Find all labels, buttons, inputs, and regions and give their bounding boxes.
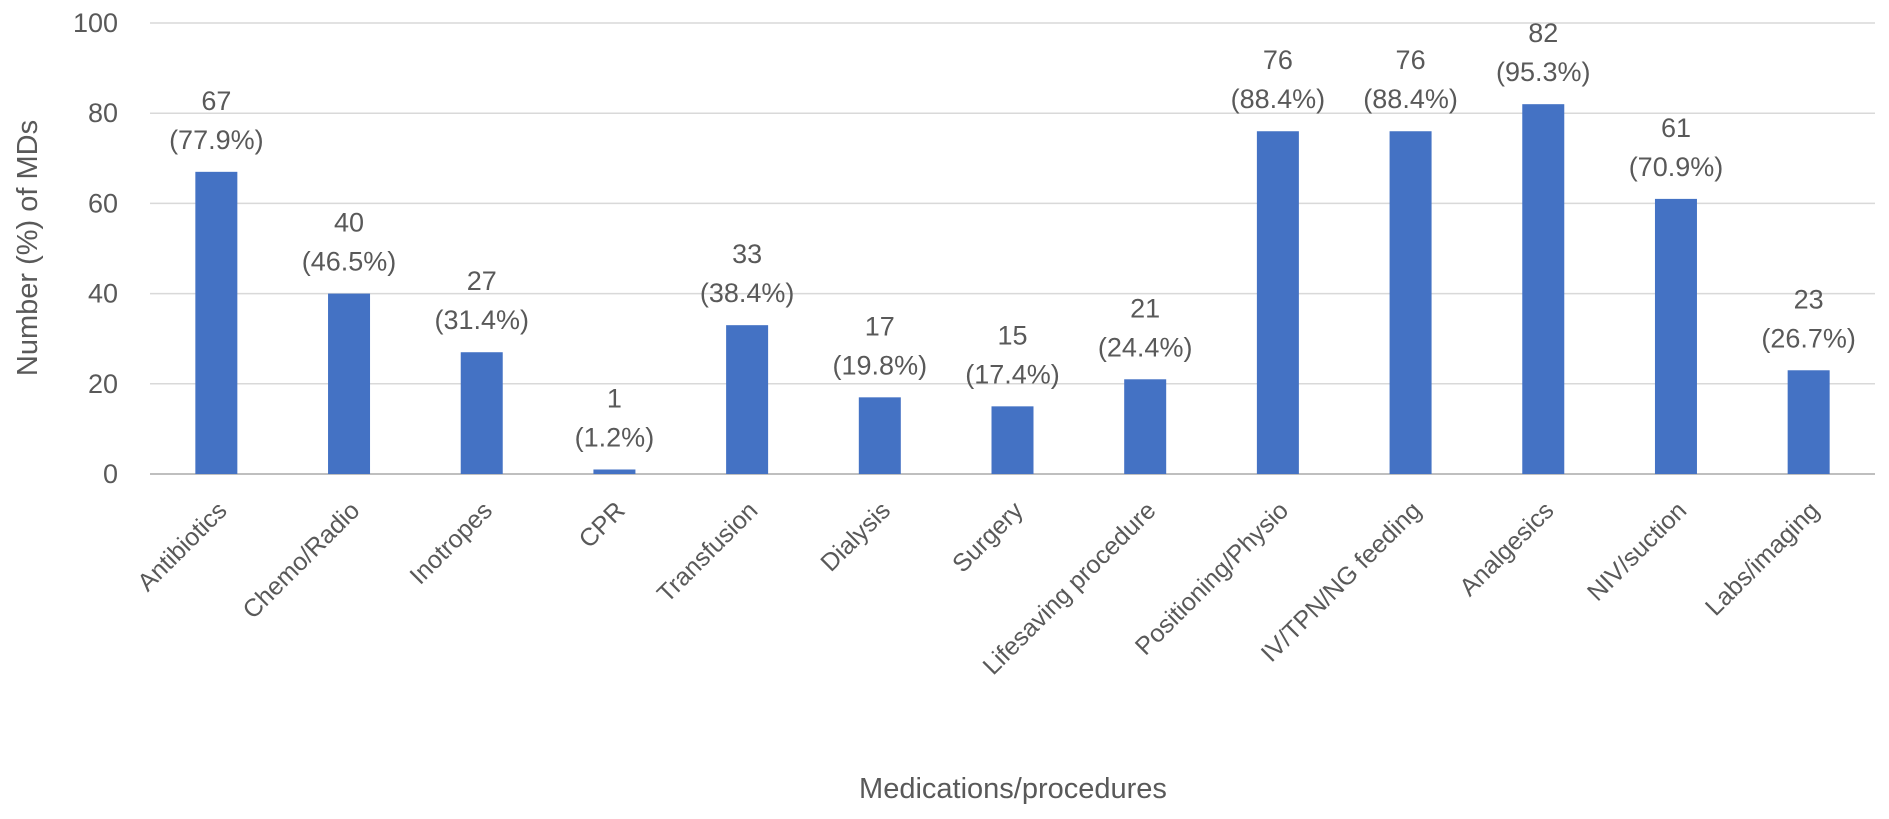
y-tick-label: 0 [103, 459, 118, 489]
data-label-value: 17 [865, 311, 895, 341]
data-label-value: 61 [1661, 113, 1691, 143]
data-label-value: 27 [467, 266, 497, 296]
bar [1124, 379, 1167, 474]
data-label-value: 82 [1528, 18, 1558, 48]
y-tick-label: 40 [88, 279, 118, 309]
x-tick-label: Transfusion [652, 496, 764, 608]
data-label-value: 76 [1263, 45, 1293, 75]
x-tick-label: Surgery [947, 496, 1029, 578]
y-axis-title: Number (%) of MDs [12, 120, 44, 376]
data-label-percent: (1.2%) [575, 422, 655, 452]
data-label-percent: (19.8%) [833, 350, 928, 380]
x-tick-label: Labs/imaging [1700, 496, 1825, 621]
x-tick-label: CPR [574, 496, 631, 553]
bar [1787, 370, 1830, 474]
bar [195, 171, 238, 474]
data-label-percent: (70.9%) [1629, 152, 1724, 182]
bar [328, 293, 371, 474]
data-label-value: 15 [997, 320, 1027, 350]
bars [195, 104, 1830, 475]
x-tick-label: Dialysis [815, 496, 896, 577]
y-tick-label: 20 [88, 369, 118, 399]
y-tick-label: 60 [88, 188, 118, 218]
data-label-percent: (46.5%) [302, 247, 397, 277]
data-label-value: 1 [607, 383, 622, 413]
data-label-value: 23 [1794, 284, 1824, 314]
data-label-percent: (17.4%) [965, 359, 1060, 389]
data-label-percent: (31.4%) [434, 305, 529, 335]
data-label-value: 67 [201, 86, 231, 116]
x-tick-label: NIV/suction [1582, 496, 1692, 606]
bar [1522, 104, 1565, 475]
x-tick-label: Chemo/Radio [237, 496, 365, 624]
bar [1256, 131, 1299, 475]
x-tick-label: Analgesics [1454, 496, 1559, 601]
data-label-percent: (77.9%) [169, 125, 264, 155]
y-tick-label: 100 [73, 8, 118, 38]
data-label-value: 40 [334, 208, 364, 238]
data-label-value: 21 [1130, 293, 1160, 323]
x-axis-title: Medications/procedures [859, 773, 1167, 805]
data-label-percent: (88.4%) [1363, 84, 1458, 114]
x-axis-category-labels: Antibiotics Chemo/Radio Inotropes CPR Transf… [132, 496, 1825, 680]
bar [1389, 131, 1432, 475]
data-label-percent: (26.7%) [1761, 323, 1856, 353]
data-labels: 67 (77.9%) 40 (46.5%) 27 (31.4%) 1 (1.2%) 33 (38.… [169, 18, 1856, 452]
y-axis-ticks: 0 20 40 60 80 100 [73, 8, 118, 489]
bar [593, 469, 636, 474]
bar [858, 397, 901, 474]
x-tick-label: Inotropes [404, 496, 498, 590]
bar [991, 406, 1034, 474]
data-label-percent: (24.4%) [1098, 332, 1193, 362]
y-tick-label: 80 [88, 98, 118, 128]
x-tick-label: Antibiotics [132, 496, 232, 596]
gridlines [150, 22, 1875, 475]
bar [460, 352, 503, 474]
data-label-value: 76 [1396, 45, 1426, 75]
bar [1654, 198, 1697, 474]
data-label-percent: (88.4%) [1231, 84, 1326, 114]
data-label-percent: (95.3%) [1496, 57, 1591, 87]
data-label-value: 33 [732, 239, 762, 269]
bar [726, 325, 769, 474]
data-label-percent: (38.4%) [700, 278, 795, 308]
